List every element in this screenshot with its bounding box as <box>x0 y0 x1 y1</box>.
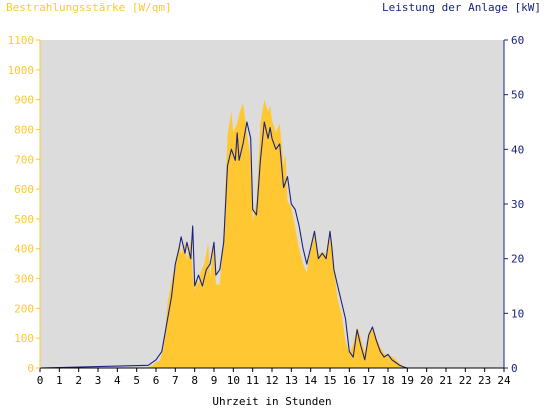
x-tick-label: 11 <box>246 374 259 387</box>
x-tick-label: 17 <box>362 374 375 387</box>
y-right-tick-label: 20 <box>511 253 524 266</box>
right-axis-title: Leistung der Anlage [kW] <box>382 1 541 14</box>
x-tick-label: 18 <box>381 374 394 387</box>
y-left-tick-label: 100 <box>14 332 34 345</box>
y-left-tick-label: 0 <box>27 362 34 375</box>
irradiance-area <box>40 99 504 368</box>
x-tick-label: 12 <box>265 374 278 387</box>
y-right-tick-label: 40 <box>511 143 524 156</box>
y-left-tick-label: 300 <box>14 273 34 286</box>
x-tick-label: 10 <box>227 374 240 387</box>
y-right-tick-label: 50 <box>511 89 524 102</box>
x-tick-label: 23 <box>478 374 491 387</box>
x-tick-label: 7 <box>172 374 179 387</box>
y-left-tick-label: 1000 <box>8 64 35 77</box>
x-tick-label: 15 <box>323 374 336 387</box>
left-axis-title: Bestrahlungsstärke [W/qm] <box>6 1 172 14</box>
y-right-tick-label: 30 <box>511 198 524 211</box>
y-left-tick-label: 800 <box>14 123 34 136</box>
x-tick-label: 1 <box>56 374 63 387</box>
y-left-tick-label: 400 <box>14 243 34 256</box>
y-left-tick-label: 900 <box>14 94 34 107</box>
x-tick-label: 4 <box>114 374 121 387</box>
y-left-tick-label: 700 <box>14 153 34 166</box>
y-right-tick-label: 10 <box>511 307 524 320</box>
y-left-tick-label: 500 <box>14 213 34 226</box>
y-left-tick-label: 600 <box>14 183 34 196</box>
x-tick-label: 22 <box>459 374 472 387</box>
x-axis-title: Uhrzeit in Stunden <box>212 395 331 408</box>
y-left-tick-label: 200 <box>14 302 34 315</box>
x-tick-label: 0 <box>37 374 44 387</box>
x-tick-label: 3 <box>95 374 102 387</box>
y-right-tick-label: 60 <box>511 34 524 47</box>
x-tick-label: 19 <box>401 374 414 387</box>
x-tick-label: 13 <box>285 374 298 387</box>
x-tick-label: 21 <box>439 374 452 387</box>
y-right-tick-label: 0 <box>511 362 518 375</box>
x-tick-label: 20 <box>420 374 433 387</box>
x-tick-label: 16 <box>343 374 356 387</box>
x-tick-label: 8 <box>191 374 198 387</box>
x-tick-label: 6 <box>153 374 160 387</box>
power-line <box>39 121 504 369</box>
x-tick-label: 2 <box>75 374 82 387</box>
x-tick-label: 14 <box>304 374 318 387</box>
y-left-tick-label: 1100 <box>8 34 35 47</box>
x-tick-label: 9 <box>211 374 218 387</box>
x-tick-label: 24 <box>497 374 511 387</box>
x-tick-label: 5 <box>133 374 140 387</box>
